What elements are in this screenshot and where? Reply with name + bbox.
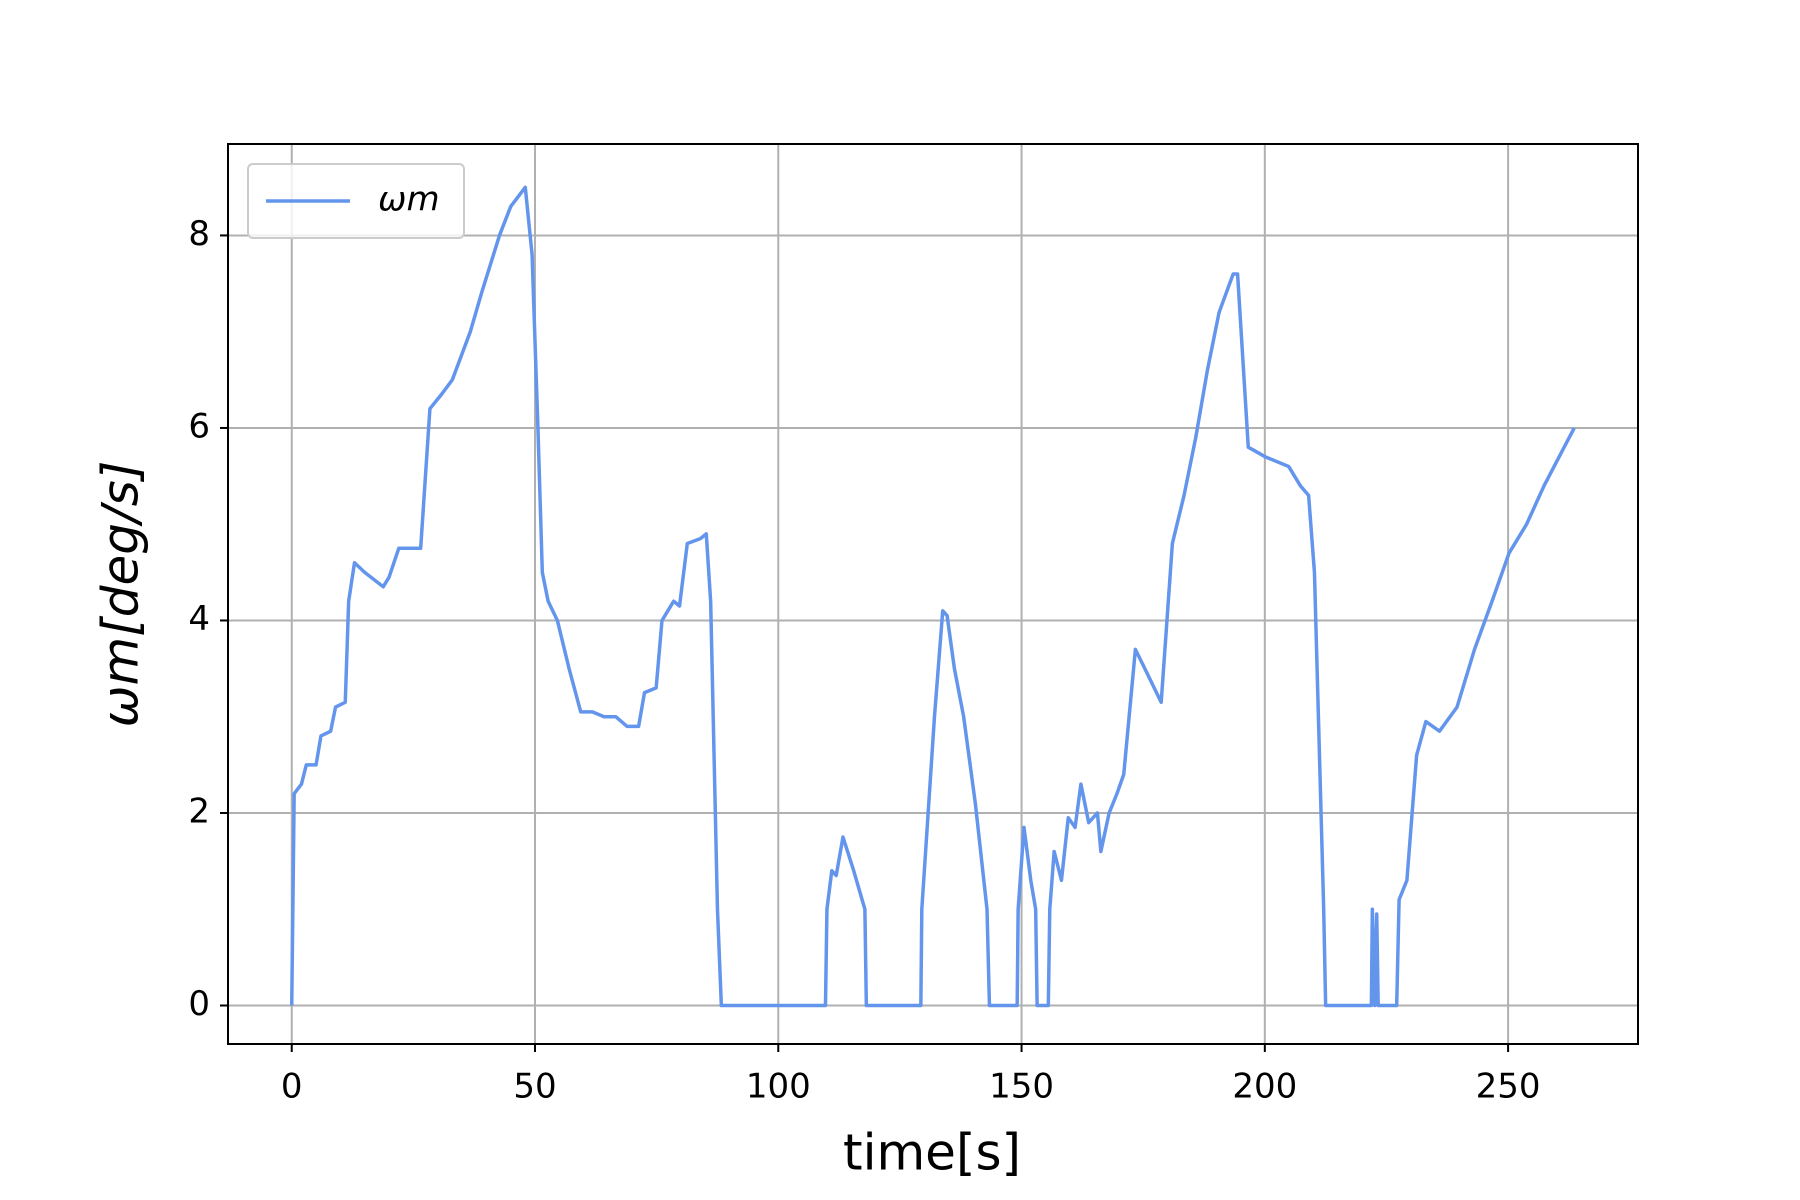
x-tick-label: 150 xyxy=(989,1067,1054,1107)
x-tick-label: 50 xyxy=(513,1067,556,1107)
x-tick-label: 100 xyxy=(746,1067,811,1107)
plot-frame xyxy=(227,143,1639,1045)
x-axis-label: time[s] xyxy=(843,1124,1021,1182)
legend-label: ωm xyxy=(378,180,440,220)
y-axis-label: ωm[deg/s] xyxy=(92,461,150,728)
x-tick-label: 250 xyxy=(1476,1067,1541,1107)
y-tick-label: 6 xyxy=(188,406,210,446)
y-tick-label: 8 xyxy=(188,214,210,254)
y-tick-label: 0 xyxy=(188,984,210,1024)
x-tick-label: 200 xyxy=(1232,1067,1297,1107)
data-line xyxy=(289,185,1576,1008)
legend-box xyxy=(247,163,465,239)
y-tick-label: 4 xyxy=(188,599,210,639)
y-tick-label: 2 xyxy=(188,791,210,831)
x-tick-label: 0 xyxy=(281,1067,303,1107)
legend: ωm xyxy=(247,163,465,239)
